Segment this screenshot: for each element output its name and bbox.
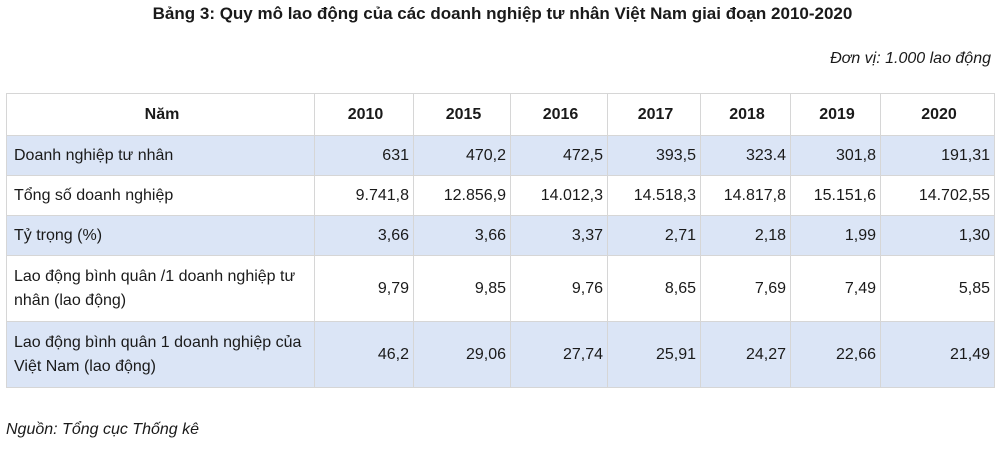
column-header: 2018 [700, 93, 791, 136]
column-header: 2017 [607, 93, 701, 136]
row-label: Lao động bình quân /1 doanh nghiệp tư nh… [6, 255, 315, 322]
table-cell: 472,5 [510, 135, 608, 176]
table-cell: 3,37 [510, 215, 608, 256]
table-cell: 9,76 [510, 255, 608, 322]
table-cell: 12.856,9 [413, 175, 511, 216]
table-cell: 1,30 [880, 215, 995, 256]
table-cell: 14.012,3 [510, 175, 608, 216]
source-note: Nguồn: Tổng cục Thống kê [6, 421, 200, 438]
table-cell: 24,27 [700, 321, 791, 388]
table-title: Bảng 3: Quy mô lao động của các doanh ng… [152, 4, 853, 23]
table-header-row: Năm 2010 2015 2016 2017 2018 2019 2020 [6, 93, 995, 136]
column-header: 2015 [413, 93, 511, 136]
table-cell: 8,65 [607, 255, 701, 322]
table-cell: 191,31 [880, 135, 995, 176]
table-cell: 29,06 [413, 321, 511, 388]
table-cell: 9,79 [314, 255, 414, 322]
column-header: 2016 [510, 93, 608, 136]
table-row: Lao động bình quân 1 doanh nghiệp của Vi… [6, 321, 995, 388]
table-row: Tỷ trọng (%) 3,66 3,66 3,37 2,71 2,18 1,… [6, 215, 995, 256]
table-row: Lao động bình quân /1 doanh nghiệp tư nh… [6, 255, 995, 322]
table-cell: 2,71 [607, 215, 701, 256]
table-cell: 9.741,8 [314, 175, 414, 216]
table-cell: 46,2 [314, 321, 414, 388]
table-cell: 3,66 [413, 215, 511, 256]
table-cell: 14.702,55 [880, 175, 995, 216]
table-cell: 470,2 [413, 135, 511, 176]
table-cell: 22,66 [790, 321, 881, 388]
column-header: 2020 [880, 93, 995, 136]
table-cell: 25,91 [607, 321, 701, 388]
row-label: Lao động bình quân 1 doanh nghiệp của Vi… [6, 321, 315, 388]
table-cell: 14.518,3 [607, 175, 701, 216]
table-cell: 5,85 [880, 255, 995, 322]
table-cell: 15.151,6 [790, 175, 881, 216]
column-header: 2019 [790, 93, 881, 136]
table-row: Doanh nghiệp tư nhân 631 470,2 472,5 393… [6, 135, 995, 176]
unit-note: Đơn vị: 1.000 lao động [830, 50, 991, 67]
table-cell: 1,99 [790, 215, 881, 256]
table-cell: 7,69 [700, 255, 791, 322]
table-cell: 323.4 [700, 135, 791, 176]
row-label: Tổng số doanh nghiệp [6, 175, 315, 216]
table-cell: 393,5 [607, 135, 701, 176]
column-header: Năm [6, 93, 315, 136]
table-cell: 21,49 [880, 321, 995, 388]
column-header: 2010 [314, 93, 414, 136]
table-cell: 7,49 [790, 255, 881, 322]
table-cell: 631 [314, 135, 414, 176]
table-cell: 9,85 [413, 255, 511, 322]
row-label: Doanh nghiệp tư nhân [6, 135, 315, 176]
data-table: Năm 2010 2015 2016 2017 2018 2019 2020 D… [6, 93, 995, 388]
table-cell: 2,18 [700, 215, 791, 256]
table-cell: 14.817,8 [700, 175, 791, 216]
table-cell: 301,8 [790, 135, 881, 176]
row-label: Tỷ trọng (%) [6, 215, 315, 256]
table-cell: 27,74 [510, 321, 608, 388]
table-cell: 3,66 [314, 215, 414, 256]
table-row: Tổng số doanh nghiệp 9.741,8 12.856,9 14… [6, 175, 995, 216]
